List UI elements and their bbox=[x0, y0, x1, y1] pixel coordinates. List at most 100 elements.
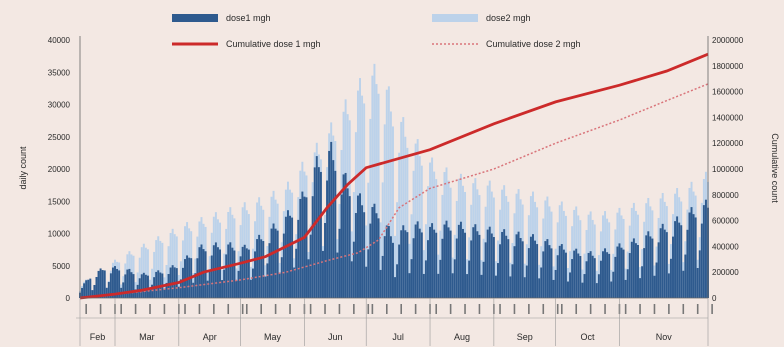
dose1-bar bbox=[618, 243, 621, 298]
dose1-bar bbox=[523, 277, 526, 298]
dose1-bar bbox=[482, 261, 485, 298]
dose1-bar bbox=[377, 218, 380, 298]
dose1-bar bbox=[620, 247, 623, 298]
dose1-bar bbox=[431, 223, 434, 298]
month-label: May bbox=[264, 332, 282, 342]
y2-tick-label: 1000000 bbox=[712, 165, 744, 174]
dose2-bar bbox=[138, 257, 141, 298]
dose1-bar bbox=[291, 217, 294, 298]
dose1-bar bbox=[235, 280, 238, 298]
dose1-bar bbox=[614, 256, 617, 298]
dose1-bar bbox=[445, 220, 448, 298]
dose1-bar bbox=[247, 249, 250, 298]
legend-label-cum2: Cumulative dose 2 mgh bbox=[486, 39, 581, 49]
dose1-bar bbox=[221, 280, 224, 298]
dose1-bar bbox=[466, 274, 469, 298]
dose1-bar bbox=[293, 267, 296, 298]
dose2-bar bbox=[383, 124, 386, 298]
dose2-bar bbox=[359, 78, 362, 299]
dose1-bar bbox=[379, 269, 382, 298]
dose1-bar bbox=[422, 273, 425, 298]
cumulative-dose2-line bbox=[79, 83, 709, 299]
dose1-bar bbox=[272, 223, 275, 298]
dose1-bar bbox=[118, 270, 121, 298]
dose1-bar bbox=[342, 174, 345, 298]
dose1-bar bbox=[567, 281, 569, 298]
dose1-bar bbox=[262, 241, 265, 298]
dose1-bar bbox=[583, 274, 586, 298]
dose1-bar bbox=[439, 259, 442, 298]
dose1-bar bbox=[624, 279, 627, 298]
dose2-bar bbox=[167, 246, 170, 298]
dose1-bar bbox=[146, 275, 149, 298]
dose2-bar bbox=[146, 249, 149, 298]
dose1-bar bbox=[560, 244, 563, 298]
month-label: Feb bbox=[90, 332, 106, 342]
dose1-bar bbox=[468, 260, 471, 298]
dose2-bar bbox=[398, 152, 401, 298]
dose1-bar bbox=[233, 250, 236, 298]
dose1-bar bbox=[350, 261, 353, 298]
dose1-bar bbox=[264, 276, 267, 298]
dose1-bar bbox=[550, 248, 553, 298]
dose1-bar bbox=[649, 236, 652, 298]
dose1-bar bbox=[109, 273, 112, 298]
dose1-bar bbox=[311, 196, 314, 298]
dose1-bar bbox=[249, 279, 252, 298]
dose1-bar bbox=[562, 249, 565, 298]
dose1-bar bbox=[359, 193, 362, 298]
legend: dose1 mgh dose2 mgh Cumulative dose 1 mg… bbox=[172, 13, 581, 49]
month-label: Jul bbox=[392, 332, 404, 342]
dose1-bar bbox=[91, 290, 94, 298]
dose1-bar bbox=[529, 236, 532, 298]
legend-swatch-dose1 bbox=[172, 14, 218, 22]
dose1-bar bbox=[138, 278, 141, 298]
dose1-bar bbox=[569, 272, 572, 298]
dose1-bar bbox=[83, 283, 86, 298]
dose1-bar bbox=[575, 248, 578, 298]
dose1-bar bbox=[441, 238, 444, 298]
y2-tick-label: 600000 bbox=[712, 217, 739, 226]
dose1-bar bbox=[346, 188, 349, 298]
dose1-bar bbox=[99, 268, 102, 298]
dose1-bar bbox=[674, 221, 677, 298]
dose1-bar bbox=[509, 276, 512, 298]
dose1-bar bbox=[474, 224, 477, 298]
dose1-bar bbox=[453, 259, 456, 298]
dose1-bar bbox=[95, 276, 98, 298]
dose1-bar bbox=[651, 238, 654, 298]
dose1-bar bbox=[373, 203, 376, 298]
y-tick-label: 10000 bbox=[48, 230, 71, 239]
dose1-bar bbox=[371, 207, 374, 298]
dose1-bar bbox=[105, 287, 108, 298]
y2-tick-label: 800000 bbox=[712, 191, 739, 200]
dose1-bar bbox=[507, 239, 510, 298]
dose1-bar bbox=[525, 265, 528, 298]
dose1-bar bbox=[630, 241, 633, 298]
dose1-bar bbox=[628, 253, 631, 298]
dose1-bar bbox=[227, 244, 230, 298]
dose1-bar bbox=[593, 258, 596, 298]
dose1-bar bbox=[704, 199, 707, 298]
y2-tick-label: 1600000 bbox=[712, 88, 744, 97]
y2-tick-label: 0 bbox=[712, 294, 717, 303]
dose1-bar bbox=[429, 226, 432, 298]
dose2-bar bbox=[175, 236, 178, 298]
y2-tick-label: 1800000 bbox=[712, 62, 744, 71]
dose1-bar bbox=[542, 251, 545, 298]
month-label: Nov bbox=[656, 332, 673, 342]
dose2-bar bbox=[377, 93, 380, 298]
dose1-bar bbox=[132, 274, 135, 298]
y-axis-label: daily count bbox=[18, 146, 28, 190]
dose1-bar bbox=[348, 196, 351, 298]
dose1-bar bbox=[464, 232, 467, 298]
dose2-bar bbox=[373, 63, 376, 298]
dose1-bar bbox=[690, 207, 693, 298]
dose1-bar bbox=[424, 260, 427, 298]
dose2-bar bbox=[142, 243, 145, 298]
dose1-bar bbox=[589, 251, 592, 298]
dose1-bar bbox=[406, 232, 409, 298]
dose1-bar bbox=[245, 248, 248, 298]
dose2-bar bbox=[408, 243, 411, 298]
dose1-bar bbox=[361, 205, 364, 298]
